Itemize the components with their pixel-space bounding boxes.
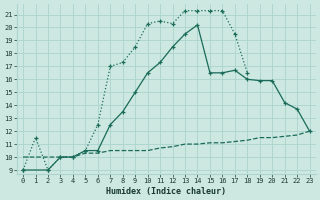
- X-axis label: Humidex (Indice chaleur): Humidex (Indice chaleur): [106, 187, 226, 196]
